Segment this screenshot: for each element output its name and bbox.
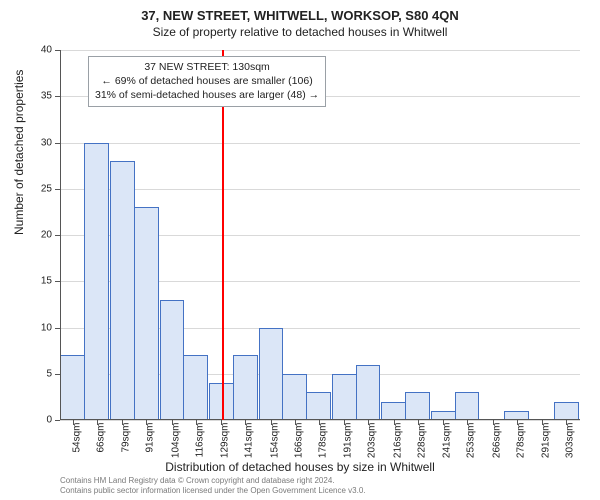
histogram-bar [455, 392, 480, 420]
legend-box: 37 NEW STREET: 130sqm← 69% of detached h… [88, 56, 326, 107]
xtick-label: 91sqm [145, 423, 156, 453]
xtick-label: 79sqm [121, 423, 132, 453]
x-axis-label: Distribution of detached houses by size … [0, 460, 600, 474]
histogram-bar [110, 161, 135, 420]
xtick-label: 104sqm [170, 423, 181, 459]
ytick-mark [55, 420, 60, 421]
ytick-label: 15 [22, 276, 52, 287]
xtick-label: 253sqm [466, 423, 477, 459]
chart-container: 37, NEW STREET, WHITWELL, WORKSOP, S80 4… [0, 0, 600, 500]
histogram-bar [332, 374, 357, 420]
xtick-label: 278sqm [515, 423, 526, 459]
gridline [60, 143, 580, 144]
xtick-label: 191sqm [343, 423, 354, 459]
gridline [60, 50, 580, 51]
histogram-bar [356, 365, 381, 421]
plot-area: 051015202530354054sqm66sqm79sqm91sqm104s… [60, 50, 580, 420]
footer-line: Contains HM Land Registry data © Crown c… [60, 476, 366, 486]
xtick-label: 291sqm [541, 423, 552, 459]
xtick-label: 241sqm [442, 423, 453, 459]
ytick-label: 10 [22, 322, 52, 333]
xtick-label: 166sqm [293, 423, 304, 459]
xtick-label: 228sqm [416, 423, 427, 459]
histogram-bar [84, 143, 109, 421]
histogram-bar [259, 328, 284, 421]
footer-attribution: Contains HM Land Registry data © Crown c… [60, 476, 366, 496]
legend-line: ← 69% of detached houses are smaller (10… [95, 74, 319, 88]
ytick-label: 5 [22, 368, 52, 379]
histogram-bar [306, 392, 331, 420]
histogram-bar [60, 355, 85, 420]
xtick-label: 66sqm [95, 423, 106, 453]
xtick-label: 216sqm [392, 423, 403, 459]
histogram-bar [183, 355, 208, 420]
ytick-label: 0 [22, 415, 52, 426]
xtick-label: 141sqm [244, 423, 255, 459]
x-axis-line [60, 419, 580, 420]
xtick-label: 266sqm [491, 423, 502, 459]
xtick-label: 178sqm [317, 423, 328, 459]
xtick-label: 116sqm [194, 423, 205, 458]
xtick-label: 154sqm [269, 423, 280, 459]
ytick-label: 35 [22, 91, 52, 102]
ytick-label: 40 [22, 45, 52, 56]
histogram-bar [405, 392, 430, 420]
ytick-label: 20 [22, 230, 52, 241]
gridline [60, 189, 580, 190]
histogram-bar [160, 300, 185, 420]
legend-line: 31% of semi-detached houses are larger (… [95, 88, 319, 102]
xtick-label: 303sqm [565, 423, 576, 459]
histogram-bar [282, 374, 307, 420]
footer-line: Contains public sector information licen… [60, 486, 366, 496]
legend-line: 37 NEW STREET: 130sqm [95, 60, 319, 74]
chart-wrap: 051015202530354054sqm66sqm79sqm91sqm104s… [60, 50, 580, 420]
xtick-label: 54sqm [71, 423, 82, 453]
histogram-bar [381, 402, 406, 421]
page-subtitle: Size of property relative to detached ho… [0, 23, 600, 39]
histogram-bar [233, 355, 258, 420]
page-title: 37, NEW STREET, WHITWELL, WORKSOP, S80 4… [0, 0, 600, 23]
y-axis-line [60, 50, 61, 420]
ytick-label: 25 [22, 183, 52, 194]
gridline [60, 420, 580, 421]
histogram-bar [134, 207, 159, 420]
histogram-bar [554, 402, 579, 421]
ytick-label: 30 [22, 137, 52, 148]
xtick-label: 203sqm [367, 423, 378, 459]
xtick-label: 129sqm [220, 423, 231, 459]
